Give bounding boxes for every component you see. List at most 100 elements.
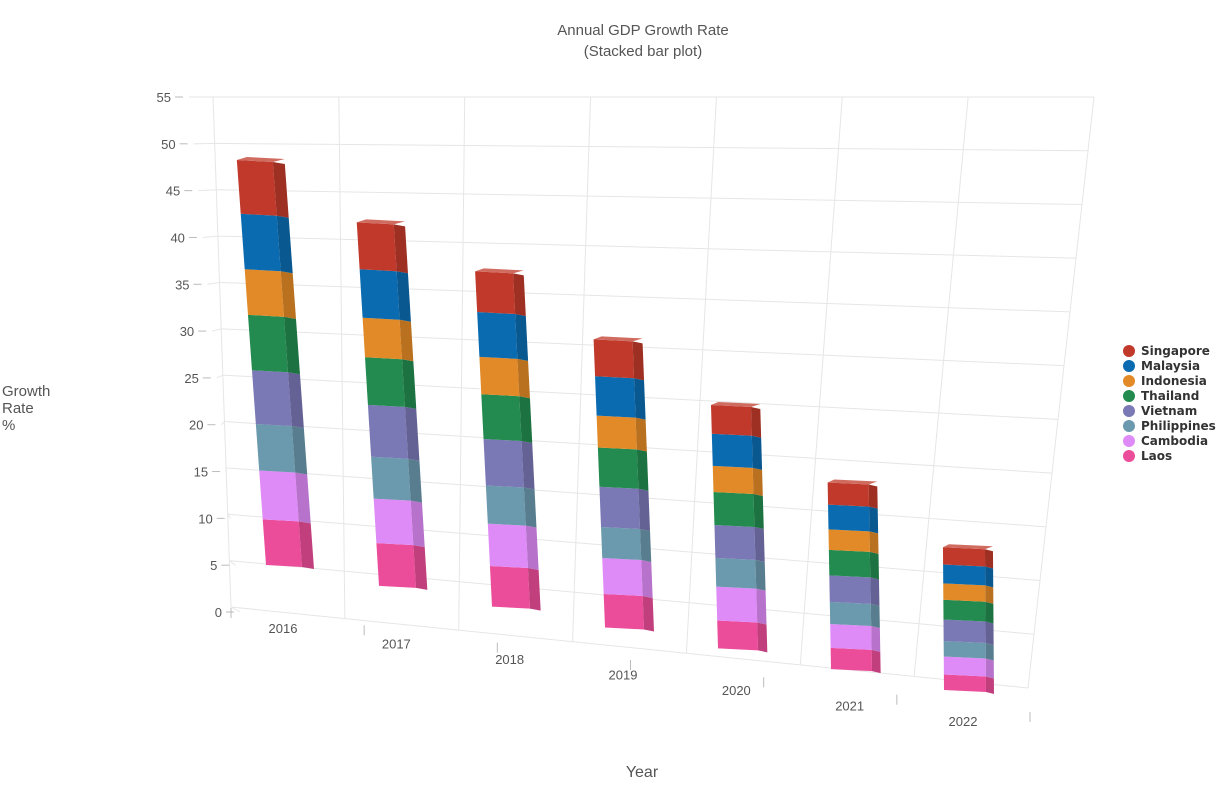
bar-segment — [829, 575, 871, 604]
legend-item[interactable]: Philippines — [1123, 418, 1216, 433]
bar-stack-2020 — [710, 401, 768, 653]
bar-segment — [477, 312, 518, 359]
bar-segment-side — [523, 487, 537, 528]
bar-stack-2021 — [827, 479, 881, 674]
bar-segment — [236, 160, 277, 216]
grid-line-horizontal — [214, 142, 1089, 152]
bar-segment-side — [751, 435, 763, 470]
bar-segment-side — [287, 372, 304, 429]
legend-label: Philippines — [1141, 418, 1216, 433]
bar-segment — [713, 492, 755, 527]
legend-swatch — [1123, 434, 1135, 447]
bar-segment-side — [413, 545, 428, 590]
bar-segment — [943, 656, 986, 677]
grid-line-vertical — [1027, 96, 1095, 689]
grid-line-vertical — [913, 96, 969, 677]
legend-swatch — [1123, 389, 1135, 402]
bar-stack-2022 — [942, 544, 994, 694]
bar-segment-side — [399, 319, 414, 362]
bar-segment — [262, 519, 302, 567]
bar-segment — [487, 523, 528, 569]
bar-segment — [356, 222, 397, 272]
bar-segment — [593, 339, 635, 379]
legend-item[interactable]: Malaysia — [1123, 358, 1216, 373]
y-tick-label: 5 — [210, 558, 217, 573]
legend-item[interactable]: Indonesia — [1123, 373, 1216, 388]
bar-segment — [827, 482, 870, 507]
bar-segment-side — [527, 568, 541, 611]
legend-label: Cambodia — [1141, 433, 1209, 448]
x-tick-label: 2018 — [495, 652, 524, 667]
bar-segment — [371, 456, 411, 501]
bar-segment-side — [985, 658, 994, 679]
bar-segment — [711, 433, 753, 468]
legend-item[interactable]: Laos — [1123, 448, 1216, 463]
bar-segment — [829, 601, 872, 626]
bar-segment-side — [632, 341, 645, 381]
legend-item[interactable]: Thailand — [1123, 388, 1216, 403]
x-tick-label: 2020 — [722, 683, 751, 698]
x-tick-label: 2022 — [949, 714, 978, 729]
bar-segment-side — [871, 649, 881, 674]
bar-segment-side — [404, 406, 420, 461]
legend-label: Indonesia — [1141, 373, 1207, 388]
bar-segment-side — [280, 271, 296, 319]
grid-line-horizontal — [219, 281, 1071, 313]
chart-title-text: Annual GDP Growth Rate — [557, 22, 729, 39]
bar-segment-side — [519, 396, 533, 444]
bar-segment-side — [276, 215, 293, 274]
bar-segment-side — [272, 162, 289, 218]
bar-top — [475, 268, 524, 274]
legend-label: Laos — [1141, 448, 1173, 463]
y-tick-label: 50 — [161, 137, 175, 152]
bar-segment — [362, 317, 403, 360]
x-tick-label: 2019 — [609, 668, 638, 683]
bar-segment — [943, 583, 986, 602]
bar-segment-side — [869, 551, 879, 580]
bar-stack-2019 — [593, 336, 654, 632]
bar-top — [236, 157, 285, 162]
y-tick-label: 10 — [198, 511, 212, 526]
bar-segment-side — [753, 494, 764, 529]
bar-segment-side — [396, 271, 411, 322]
bar-segment — [943, 674, 986, 692]
bar-segment — [251, 370, 292, 427]
bar-segment — [828, 529, 870, 552]
y-axis-label-line: % — [2, 417, 16, 434]
bar-segment — [943, 640, 986, 659]
legend-item[interactable]: Vietnam — [1123, 403, 1216, 418]
legend-swatch — [1123, 344, 1135, 357]
bar-segment — [601, 527, 642, 560]
bar-segment-side — [402, 359, 417, 409]
bar-segment-side — [408, 458, 422, 503]
grid-line-floor — [212, 328, 222, 332]
bar-segment — [481, 394, 522, 442]
bar-segment-side — [517, 358, 530, 399]
bar-segment — [714, 524, 756, 560]
legend-item[interactable]: Cambodia — [1123, 433, 1216, 448]
grid-line-horizontal — [230, 606, 1029, 689]
y-tick-label: 25 — [184, 371, 198, 386]
bar-segment — [259, 470, 299, 522]
bar-segment-side — [757, 622, 768, 653]
legend-swatch — [1123, 404, 1135, 417]
bar-segment — [359, 269, 400, 320]
bar-segment — [365, 357, 405, 407]
bar-segment — [717, 620, 758, 651]
bar-segment-side — [868, 484, 878, 509]
bar-segment-side — [638, 488, 651, 532]
bar-stack-2017 — [356, 219, 428, 590]
bar-segment-side — [870, 603, 880, 628]
y-axis-label-line: Rate — [2, 400, 34, 417]
grid-line-vertical — [572, 96, 592, 642]
legend-item[interactable]: Singapore — [1123, 343, 1216, 358]
legend-swatch — [1123, 449, 1135, 462]
x-tick-label: 2021 — [835, 699, 864, 714]
bar-segment-side — [984, 549, 994, 569]
grid-line-horizontal — [217, 235, 1077, 259]
y-axis-label-line: Growth — [2, 383, 51, 400]
bars — [236, 157, 994, 694]
bar-segment — [715, 557, 757, 589]
bar-segment-side — [871, 625, 881, 652]
